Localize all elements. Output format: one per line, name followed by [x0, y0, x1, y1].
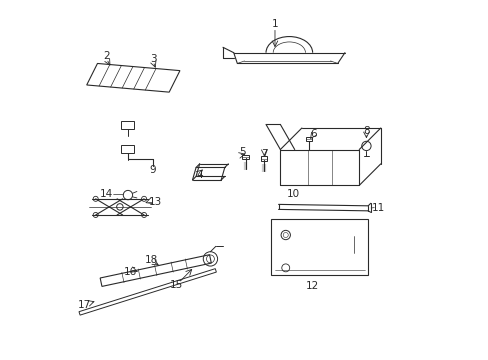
Text: 16: 16	[124, 267, 137, 277]
Circle shape	[142, 212, 146, 217]
Bar	[242, 154, 248, 159]
Circle shape	[93, 212, 98, 217]
Text: 7: 7	[261, 149, 267, 159]
Text: 18: 18	[144, 255, 158, 265]
Text: 14: 14	[100, 189, 113, 199]
Text: 5: 5	[239, 147, 245, 157]
Text: 8: 8	[363, 126, 369, 135]
Bar	[121, 121, 134, 129]
Text: 11: 11	[371, 203, 384, 213]
Text: 3: 3	[149, 54, 156, 64]
Text: 12: 12	[305, 281, 319, 291]
Bar	[121, 145, 134, 153]
Text: 6: 6	[310, 129, 316, 139]
Text: 2: 2	[103, 51, 109, 61]
Bar	[271, 220, 367, 275]
Text: 1: 1	[271, 19, 278, 29]
Bar	[305, 137, 312, 141]
Circle shape	[93, 196, 98, 201]
Text: 17: 17	[78, 300, 91, 310]
Text: 9: 9	[149, 165, 156, 175]
Text: 15: 15	[169, 280, 183, 290]
Text: 10: 10	[286, 189, 299, 199]
Bar	[261, 156, 267, 161]
Text: 4: 4	[196, 170, 203, 180]
Circle shape	[117, 204, 123, 210]
Circle shape	[142, 196, 146, 201]
Text: 13: 13	[149, 197, 162, 207]
